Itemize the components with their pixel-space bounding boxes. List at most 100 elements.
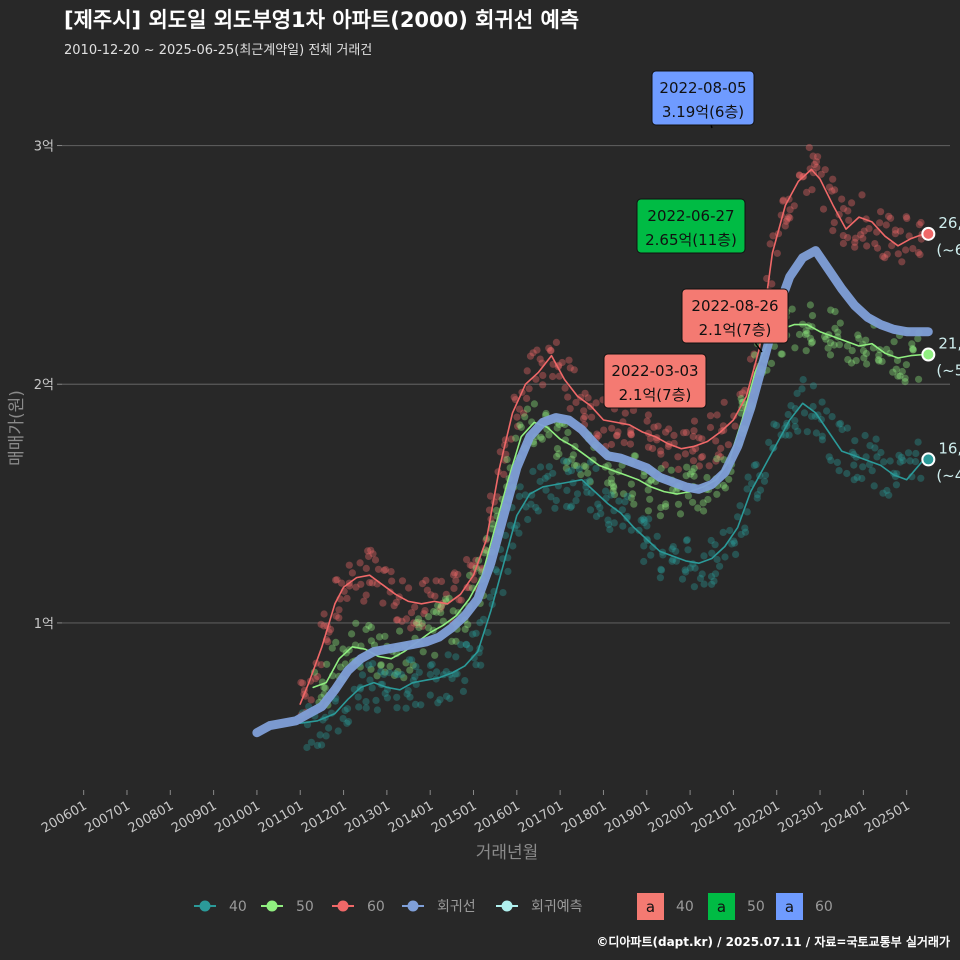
transaction-point [525, 385, 533, 393]
transaction-point [544, 472, 552, 480]
transaction-point [426, 670, 434, 679]
transaction-point [400, 674, 408, 682]
transaction-point [345, 561, 353, 569]
transaction-point [865, 225, 873, 233]
transaction-point [894, 250, 902, 258]
transaction-point [356, 559, 364, 567]
transaction-point [366, 676, 374, 684]
transaction-point [415, 618, 423, 627]
annotation-price: 2.1억(7층) [699, 321, 772, 339]
transaction-point [704, 495, 712, 504]
transaction-point [566, 364, 574, 372]
transaction-point [594, 500, 602, 508]
transaction-point [806, 301, 815, 309]
transaction-point [674, 465, 683, 473]
legend-label: 40 [229, 899, 247, 915]
transaction-point [365, 552, 373, 561]
transaction-point [760, 477, 769, 485]
transaction-point [787, 402, 795, 410]
transaction-point [824, 344, 832, 352]
transaction-point [640, 557, 648, 566]
transaction-point [364, 547, 372, 555]
transaction-point [449, 607, 457, 615]
transaction-point [829, 175, 837, 183]
transaction-point [425, 624, 433, 632]
scatter-layer [297, 143, 926, 752]
transaction-point [355, 703, 363, 711]
transaction-point [563, 502, 571, 511]
transaction-point [627, 429, 635, 437]
transaction-point [681, 450, 690, 458]
transaction-point [546, 347, 555, 355]
transaction-point [631, 452, 640, 460]
transaction-point [397, 670, 406, 679]
transaction-point [851, 437, 859, 445]
transaction-point [656, 512, 665, 520]
transaction-point [871, 444, 879, 452]
transaction-point [699, 499, 707, 507]
transaction-point [640, 516, 648, 524]
transaction-point [434, 601, 442, 610]
transaction-point [885, 212, 893, 220]
transaction-point [600, 426, 608, 434]
label-legend-symbol: a [646, 898, 655, 916]
transaction-point [791, 422, 799, 431]
transaction-point [825, 183, 834, 191]
transaction-point [646, 434, 655, 443]
transaction-point [657, 566, 666, 574]
transaction-point [403, 690, 411, 698]
transaction-point [610, 519, 618, 527]
transaction-point [819, 205, 828, 213]
transaction-point [442, 668, 450, 676]
transaction-point [563, 458, 571, 466]
transaction-point [808, 338, 817, 346]
label-legend-text: 40 [676, 899, 694, 915]
latest-area-label: (~60㎡) [936, 241, 960, 259]
transaction-point [669, 485, 677, 493]
transaction-point [844, 207, 852, 215]
transaction-point [791, 417, 799, 425]
transaction-point [644, 486, 652, 494]
transaction-point [543, 425, 551, 433]
transaction-point [568, 502, 576, 510]
transaction-point [381, 566, 390, 574]
transaction-point [743, 508, 751, 516]
transaction-point [739, 389, 747, 397]
transaction-point [689, 498, 697, 506]
transaction-point [564, 428, 572, 437]
transaction-point [445, 594, 453, 603]
transaction-point [515, 405, 524, 413]
transaction-point [369, 660, 377, 668]
transaction-point [457, 596, 465, 604]
transaction-point [367, 546, 375, 554]
transaction-point [303, 743, 311, 752]
legend-swatch [337, 900, 349, 912]
x-tick-label: 202201 [732, 798, 782, 836]
transaction-point [865, 461, 874, 469]
transaction-point [362, 704, 370, 712]
transaction-point [542, 486, 550, 494]
transaction-point [331, 697, 339, 705]
transaction-point [781, 222, 789, 230]
transaction-point [493, 493, 501, 501]
transaction-point [412, 663, 420, 671]
transaction-point [818, 436, 827, 444]
transaction-point [855, 334, 863, 342]
transaction-point [686, 470, 695, 478]
transaction-point [649, 543, 657, 551]
transaction-point [529, 467, 537, 475]
transaction-point [859, 234, 867, 242]
transaction-point [501, 531, 510, 540]
transaction-point [896, 372, 904, 380]
transaction-point [577, 471, 585, 479]
transaction-point [713, 411, 721, 419]
annotation-box [681, 288, 789, 344]
transaction-point [657, 447, 665, 455]
transaction-point [442, 595, 450, 603]
transaction-point [604, 516, 612, 524]
transaction-point [627, 426, 635, 434]
transaction-point [881, 254, 889, 262]
transaction-point [580, 462, 588, 470]
transaction-point [827, 306, 835, 314]
